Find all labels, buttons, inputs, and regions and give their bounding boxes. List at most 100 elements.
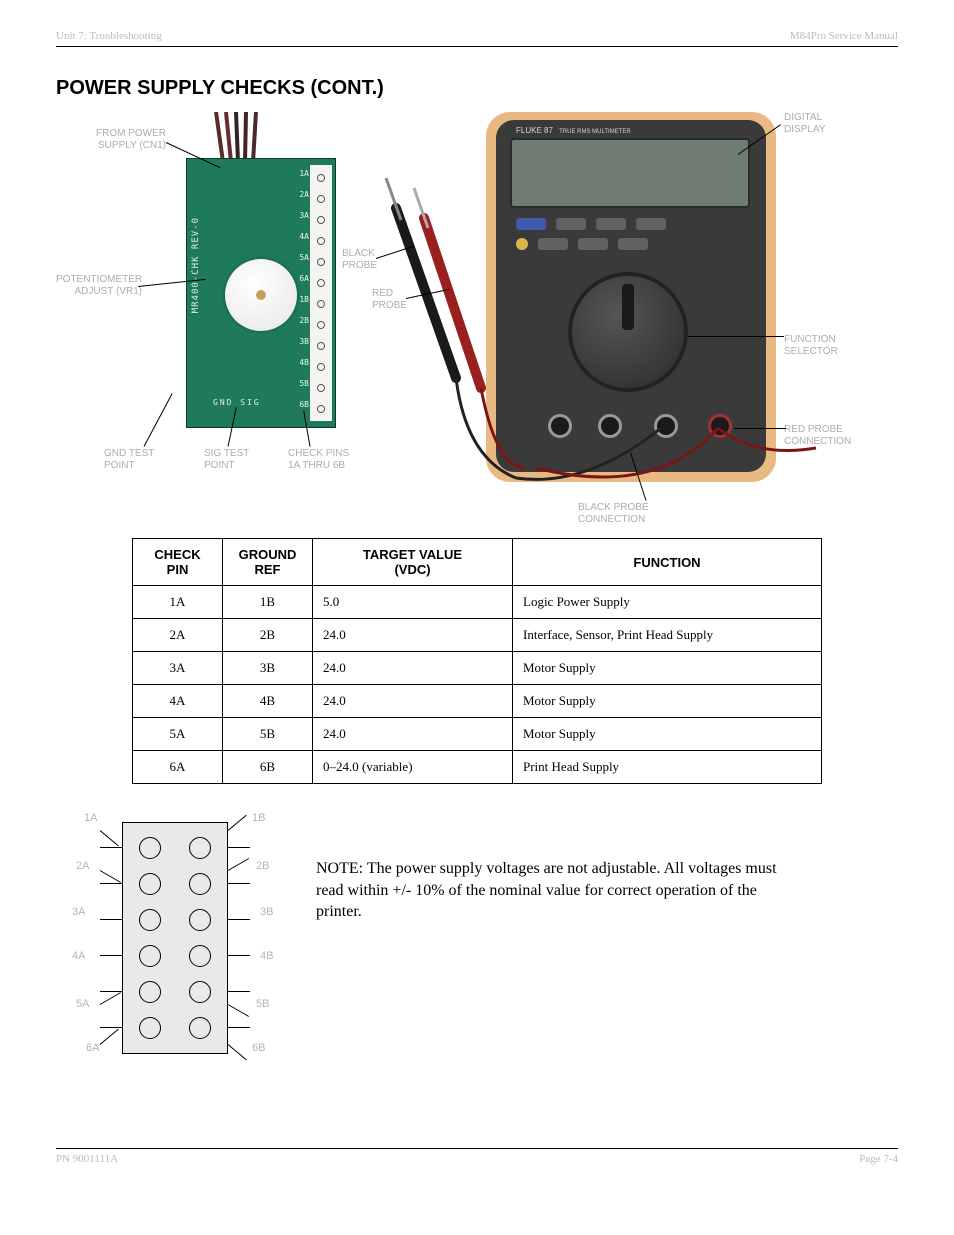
pin-label: 1B: [252, 812, 265, 824]
th-checkpin: CHECKPIN: [133, 539, 223, 586]
pin-label: 5B: [256, 998, 269, 1010]
mm-dial-icon: [568, 272, 688, 392]
mm-brand: FLUKE 87 TRUE RMS MULTIMETER: [516, 126, 631, 135]
pin-table: CHECKPIN GROUNDREF TARGET VALUE(VDC) FUN…: [132, 538, 822, 784]
pinlabel: 3B: [299, 337, 309, 346]
cell: 4B: [223, 685, 313, 718]
footer-pn: PN 9001111A: [56, 1153, 118, 1165]
pcb-side-label: MR400-CHK REV-0: [191, 217, 201, 313]
page: Unit 7: Troubleshooting M84Pro Service M…: [0, 0, 954, 1235]
mm-screen: [510, 138, 750, 208]
cell: 24.0: [313, 652, 513, 685]
cell: 6B: [223, 751, 313, 784]
pinlabel: 2B: [299, 316, 309, 325]
table-row: 5A 5B 24.0 Motor Supply: [133, 718, 822, 751]
table-row: 6A 6B 0–24.0 (variable) Print Head Suppl…: [133, 751, 822, 784]
th-function: FUNCTION: [513, 539, 822, 586]
potentiometer-icon: [225, 259, 297, 331]
pcb-body: MR400-CHK REV-0 1A 2A 3A 4A 5A 6A 1B 2B …: [186, 158, 336, 428]
table-row: 1A 1B 5.0 Logic Power Supply: [133, 586, 822, 619]
pin-label: 6B: [252, 1042, 265, 1054]
cell: 24.0: [313, 718, 513, 751]
cell: 5B: [223, 718, 313, 751]
callout-selector: FUNCTIONSELECTOR: [784, 334, 838, 357]
callout-black-conn: BLACK PROBECONNECTION: [578, 502, 649, 525]
callout-red-conn: RED PROBECONNECTION: [784, 424, 851, 447]
pin-label: 4A: [72, 950, 85, 962]
pin-label: 6A: [86, 1042, 99, 1054]
pinlabel: 2A: [299, 190, 309, 199]
table-row: 4A 4B 24.0 Motor Supply: [133, 685, 822, 718]
page-header: Unit 7: Troubleshooting M84Pro Service M…: [56, 30, 898, 42]
cell: 3B: [223, 652, 313, 685]
note-text: NOTE: The power supply voltages are not …: [316, 858, 786, 923]
header-rule: [56, 46, 898, 47]
table-header-row: CHECKPIN GROUNDREF TARGET VALUE(VDC) FUN…: [133, 539, 822, 586]
cell: 3A: [133, 652, 223, 685]
figures-row: MR400-CHK REV-0 1A 2A 3A 4A 5A 6A 1B 2B …: [56, 118, 898, 508]
pin-label: 2B: [256, 860, 269, 872]
table-row: 2A 2B 24.0 Interface, Sensor, Print Head…: [133, 619, 822, 652]
pinlabel: 6A: [299, 274, 309, 283]
cell: 24.0: [313, 685, 513, 718]
cell: 2A: [133, 619, 223, 652]
mm-buttons-2: [516, 238, 648, 250]
pin-label: 3A: [72, 906, 85, 918]
pinlabel: 1B: [299, 295, 309, 304]
cell: Motor Supply: [513, 652, 822, 685]
cell: 5.0: [313, 586, 513, 619]
cell: Motor Supply: [513, 685, 822, 718]
pinlabel: 5B: [299, 379, 309, 388]
callout-vr1: POTENTIOMETERADJUST (VR1): [56, 274, 142, 297]
pin-diagram: 1A 2A 3A 4A 5A 6A 1B 2B 3B 4B 5B 6B: [56, 812, 286, 1092]
callout-display: DIGITALDISPLAY: [784, 112, 826, 135]
cell: 0–24.0 (variable): [313, 751, 513, 784]
cell: 2B: [223, 619, 313, 652]
pinlabel: 1A: [299, 169, 309, 178]
cell: 1A: [133, 586, 223, 619]
pin-label: 1A: [84, 812, 97, 824]
pin-label: 5A: [76, 998, 89, 1010]
table-body: 1A 1B 5.0 Logic Power Supply 2A 2B 24.0 …: [133, 586, 822, 784]
cell: Print Head Supply: [513, 751, 822, 784]
pinlabel: 3A: [299, 211, 309, 220]
page-footer: PN 9001111A Page 7-4: [56, 1149, 898, 1165]
pcb-gnd-sig: GND SIG: [213, 398, 261, 407]
cell: Motor Supply: [513, 718, 822, 751]
th-groundref: GROUNDREF: [223, 539, 313, 586]
pinlabel: 6B: [299, 400, 309, 409]
pin-diagram-box: [122, 822, 228, 1054]
cell: 4A: [133, 685, 223, 718]
pinlabel: 4A: [299, 232, 309, 241]
cell: 5A: [133, 718, 223, 751]
cell: 6A: [133, 751, 223, 784]
table-row: 3A 3B 24.0 Motor Supply: [133, 652, 822, 685]
section-title: POWER SUPPLY CHECKS (CONT.): [56, 77, 898, 100]
header-doc: M84Pro Service Manual: [790, 30, 898, 42]
multimeter-figure: FLUKE 87 TRUE RMS MULTIMETER: [346, 118, 866, 508]
callout-pins: CHECK PINS1A THRU 6B: [288, 448, 349, 471]
header-section: Unit 7: Troubleshooting: [56, 30, 162, 42]
probe-leads-icon: [496, 418, 826, 498]
mm-brand2-text: TRUE RMS MULTIMETER: [559, 129, 631, 135]
bottom-row: 1A 2A 3A 4A 5A 6A 1B 2B 3B 4B 5B 6B: [56, 812, 898, 1092]
cell: Logic Power Supply: [513, 586, 822, 619]
mm-buttons: [516, 218, 666, 230]
callout-cn1: FROM POWERSUPPLY (CN1): [96, 128, 166, 151]
callout-gnd: GND TESTPOINT: [104, 448, 154, 471]
cell: 1B: [223, 586, 313, 619]
cell: 24.0: [313, 619, 513, 652]
pin-label: 4B: [260, 950, 273, 962]
th-target: TARGET VALUE(VDC): [313, 539, 513, 586]
pin-label: 3B: [260, 906, 273, 918]
footer-page: Page 7-4: [859, 1153, 898, 1165]
callout-sig: SIG TESTPOINT: [204, 448, 249, 471]
mm-brand-text: FLUKE 87: [516, 126, 553, 135]
pinlabel: 4B: [299, 358, 309, 367]
pcb-pin-strip: [310, 165, 332, 421]
pin-label: 2A: [76, 860, 89, 872]
callout-red-probe: REDPROBE: [372, 288, 407, 311]
pcb-figure: MR400-CHK REV-0 1A 2A 3A 4A 5A 6A 1B 2B …: [56, 118, 346, 458]
cell: Interface, Sensor, Print Head Supply: [513, 619, 822, 652]
callout-black-probe: BLACKPROBE: [342, 248, 377, 271]
